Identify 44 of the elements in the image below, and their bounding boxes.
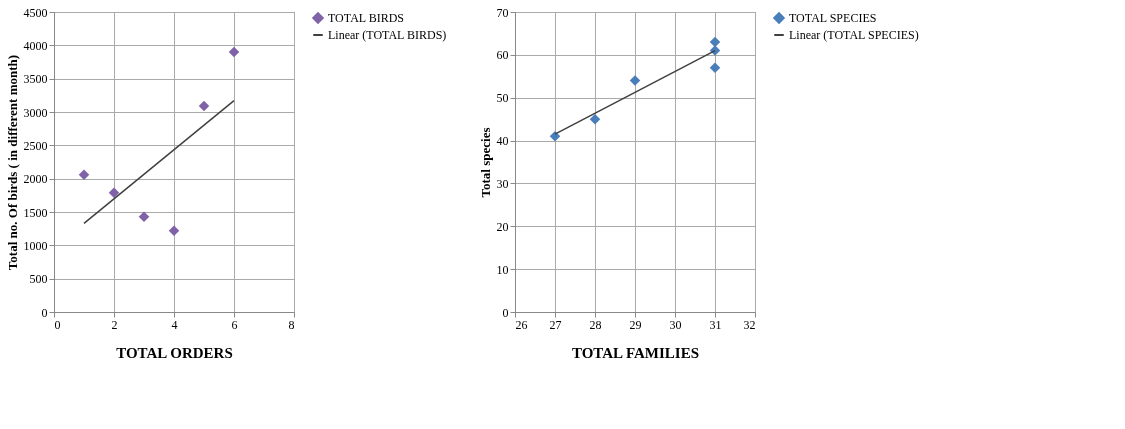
- x-tick-label: 30: [669, 317, 682, 332]
- x-tick-label: 31: [709, 317, 722, 332]
- y-tick-label: 4500: [23, 5, 48, 20]
- y-tick-label: 70: [496, 5, 509, 20]
- x-axis-title: TOTAL ORDERS: [116, 344, 233, 361]
- y-tick-label: 2500: [23, 138, 48, 153]
- x-axis-title: TOTAL FAMILIES: [571, 344, 700, 361]
- y-tick-label: 0: [502, 305, 509, 320]
- y-tick-label: 1000: [23, 238, 48, 253]
- x-tick-label: 8: [288, 317, 295, 332]
- y-tick-label: 60: [496, 48, 509, 63]
- point: [168, 225, 180, 236]
- point: [78, 169, 90, 180]
- y-tick-label: 20: [496, 219, 509, 234]
- x-tick-label: 29: [629, 317, 642, 332]
- y-tick-label: 40: [496, 134, 509, 149]
- x-tick-label: 0: [54, 317, 61, 332]
- x-tick-label: 27: [549, 317, 562, 332]
- point: [108, 187, 120, 198]
- y-tick-label: 3000: [23, 105, 48, 120]
- x-tick-label: 6: [231, 317, 238, 332]
- y-axis-title: Total species: [477, 127, 493, 198]
- point: [138, 211, 150, 222]
- point: [228, 46, 240, 58]
- x-tick-label: 4: [171, 317, 178, 332]
- y-tick-label: 500: [29, 272, 48, 287]
- point: [198, 100, 210, 112]
- legend-label: TOTAL BIRDS: [328, 11, 405, 25]
- y-axis-title: Total no. Of birds ( in different month): [4, 54, 20, 271]
- legend-label: Linear (TOTAL SPECIES): [789, 28, 919, 42]
- y-tick-label: 2000: [23, 172, 48, 187]
- y-tick-label: 4000: [23, 38, 48, 53]
- legend-label: TOTAL SPECIES: [789, 11, 877, 25]
- legend-label: Linear (TOTAL BIRDS): [328, 28, 447, 42]
- y-tick-label: 10: [496, 262, 509, 277]
- y-tick-label: 3500: [23, 72, 48, 87]
- y-tick-label: 50: [496, 91, 509, 106]
- y-tick-label: 1500: [23, 205, 48, 220]
- y-tick-label: 30: [496, 176, 509, 191]
- y-tick-label: 0: [41, 305, 48, 320]
- x-tick-label: 28: [589, 317, 602, 332]
- x-tick-label: 2: [111, 317, 118, 332]
- x-tick-label: 32: [743, 317, 756, 332]
- x-tick-label: 26: [515, 317, 528, 332]
